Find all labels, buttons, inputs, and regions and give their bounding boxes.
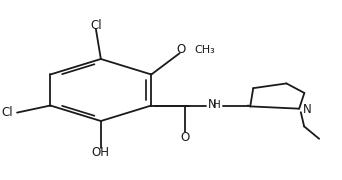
Text: N: N (303, 103, 312, 116)
Text: N: N (208, 98, 217, 111)
Text: O: O (180, 131, 189, 144)
Text: Cl: Cl (1, 106, 13, 119)
Text: H: H (213, 100, 221, 110)
Text: OH: OH (92, 146, 110, 159)
Text: O: O (177, 43, 186, 56)
Text: Cl: Cl (90, 19, 102, 32)
Text: CH₃: CH₃ (194, 45, 215, 55)
